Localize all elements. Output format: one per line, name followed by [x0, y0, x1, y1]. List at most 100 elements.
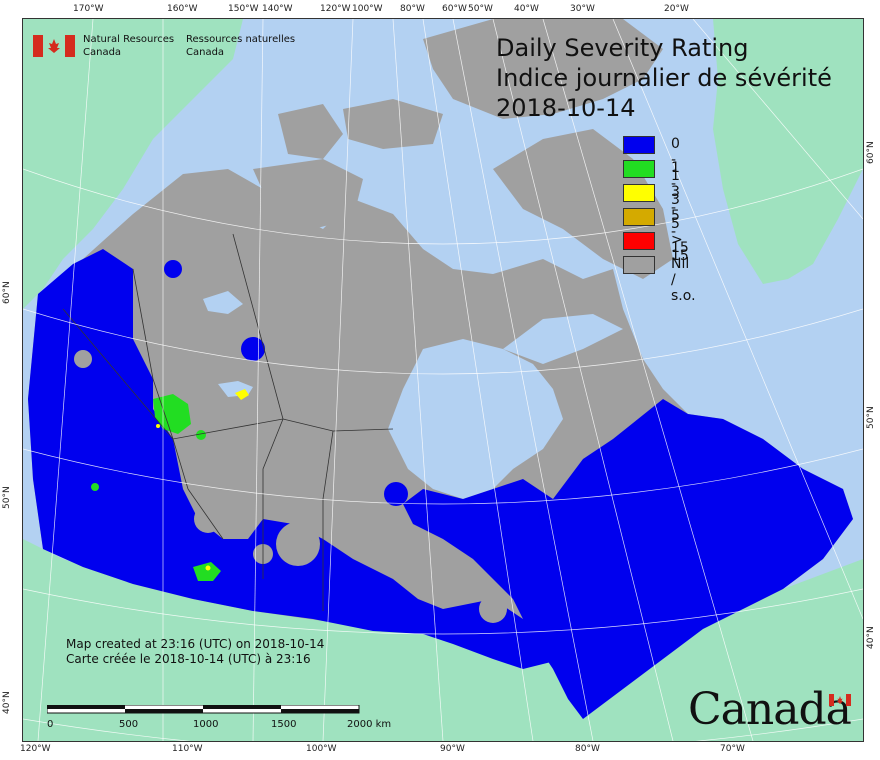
severity-0-1-spot — [241, 337, 265, 361]
graticule-label: 20°W — [664, 4, 689, 14]
graticule-line — [37, 19, 94, 741]
created-french: Carte créée le 2018-10-14 (UTC) à 23:16 — [66, 652, 311, 666]
graticule-label: 80°W — [575, 744, 600, 754]
org-fr-line1: Ressources naturelles — [186, 34, 296, 45]
org-name-english: Natural Resources Canada — [83, 33, 193, 59]
nil-patch — [194, 505, 222, 533]
nil-patch — [276, 522, 320, 566]
map-creation-note: Map created at 23:16 (UTC) on 2018-10-14… — [66, 637, 324, 667]
legend-swatch — [623, 208, 655, 226]
canada-wordmark-text: Canada — [688, 684, 852, 735]
southampton-island — [463, 299, 523, 339]
victoria-island — [253, 159, 363, 229]
banks-island — [278, 104, 343, 159]
graticule-line — [452, 19, 594, 741]
graticule-label: 60°N — [2, 281, 12, 304]
graticule-label: 50°N — [2, 486, 12, 509]
graticule-label: 170°W — [73, 4, 104, 14]
graticule-label: 90°W — [440, 744, 465, 754]
graticule-label: 150°W — [228, 4, 259, 14]
org-fr-line2: Canada — [186, 47, 225, 58]
canada-wordmark: Canada — [688, 684, 852, 735]
nil-patch — [479, 595, 507, 623]
graticule-label: 160°W — [167, 4, 198, 14]
graticule — [23, 19, 863, 741]
severity-1-3-patch — [196, 430, 206, 440]
org-en-line1: Natural Resources — [83, 34, 175, 45]
map-title: Daily Severity Rating Indice journalier … — [496, 33, 832, 123]
legend-label: > 15 — [671, 232, 689, 264]
alaska — [23, 19, 243, 309]
scale-bar: 0 500 1000 1500 2000 km — [47, 705, 391, 730]
parry-islands — [343, 99, 443, 149]
created-english: Map created at 23:16 (UTC) on 2018-10-14 — [66, 637, 325, 651]
scale-label-1000: 1000 — [193, 719, 218, 730]
legend-swatch — [623, 160, 655, 178]
legend-swatch — [623, 184, 655, 202]
graticule-label: 70°W — [720, 744, 745, 754]
legend-label: Nil / s.o. — [671, 256, 696, 304]
legend-swatch — [623, 232, 655, 250]
hudson-bay — [388, 339, 563, 499]
severity-0-1-spot — [164, 260, 182, 278]
canada-wordmark-flag-icon — [829, 694, 851, 706]
nil-patch — [74, 350, 92, 368]
legend-swatch — [623, 256, 655, 274]
graticule-label: 140°W — [262, 4, 293, 14]
great-bear-lake — [203, 291, 243, 314]
map-canvas — [23, 19, 863, 741]
graticule-line — [612, 19, 863, 620]
scale-label-2000: 2000 km — [347, 719, 391, 730]
graticule-line — [692, 19, 863, 220]
graticule-label: 40°N — [866, 626, 876, 649]
severity-0-1-west — [28, 249, 583, 669]
graticule-line — [23, 308, 863, 375]
legend-label: 3 - 5 — [671, 184, 680, 232]
hudson-strait — [503, 314, 623, 364]
graticule-line — [23, 168, 863, 245]
graticule-label: 100°W — [352, 4, 383, 14]
graticule-line — [252, 19, 264, 741]
severity-0-1-east — [403, 399, 853, 719]
graticule-label: 120°W — [320, 4, 351, 14]
legend-label: 5 - 15 — [671, 208, 689, 256]
graticule-label: 100°W — [306, 744, 337, 754]
graticule-label: 60°N — [866, 141, 876, 164]
scale-label-1500: 1500 — [271, 719, 296, 730]
graticule-line — [542, 19, 754, 741]
graticule-label: 50°W — [468, 4, 493, 14]
graticule-label: 30°W — [570, 4, 595, 14]
severity-3-5-spot — [156, 424, 160, 428]
severity-3-5-spot — [235, 389, 249, 400]
severity-1-3-patch — [91, 483, 99, 491]
legend-label: 0 - 1 — [671, 136, 680, 184]
graticule-line — [322, 19, 354, 741]
legend-swatch — [623, 136, 655, 154]
legend-label: 1 - 3 — [671, 160, 680, 208]
title-english: Daily Severity Rating — [496, 34, 749, 62]
graticule-label: 110°W — [172, 744, 203, 754]
graticule-label: 80°W — [400, 4, 425, 14]
graticule-label: 40°W — [514, 4, 539, 14]
org-name-french: Ressources naturelles Canada — [186, 33, 306, 59]
canada-flag-icon — [33, 35, 75, 57]
nil-patch — [431, 557, 475, 601]
graticule-line — [23, 588, 863, 635]
scale-label-500: 500 — [119, 719, 138, 730]
greenland — [713, 19, 863, 284]
graticule-line — [392, 19, 444, 741]
graticule-label: 60°W — [442, 4, 467, 14]
nil-patch — [367, 513, 399, 545]
severity-3-5-spot — [205, 565, 211, 571]
map-frame: Natural Resources Canada Ressources natu… — [22, 18, 864, 742]
graticule-line — [23, 448, 863, 505]
severity-0-1-spot — [384, 482, 408, 506]
graticule-line — [422, 19, 534, 741]
graticule-line — [492, 19, 674, 741]
severity-1-3-patch — [153, 394, 191, 434]
severity-1-3-patch — [193, 562, 221, 581]
graticule-label: 50°N — [866, 406, 876, 429]
org-en-line2: Canada — [83, 47, 122, 58]
scale-label-0: 0 — [47, 719, 53, 730]
title-french: Indice journalier de sévérité — [496, 64, 832, 92]
